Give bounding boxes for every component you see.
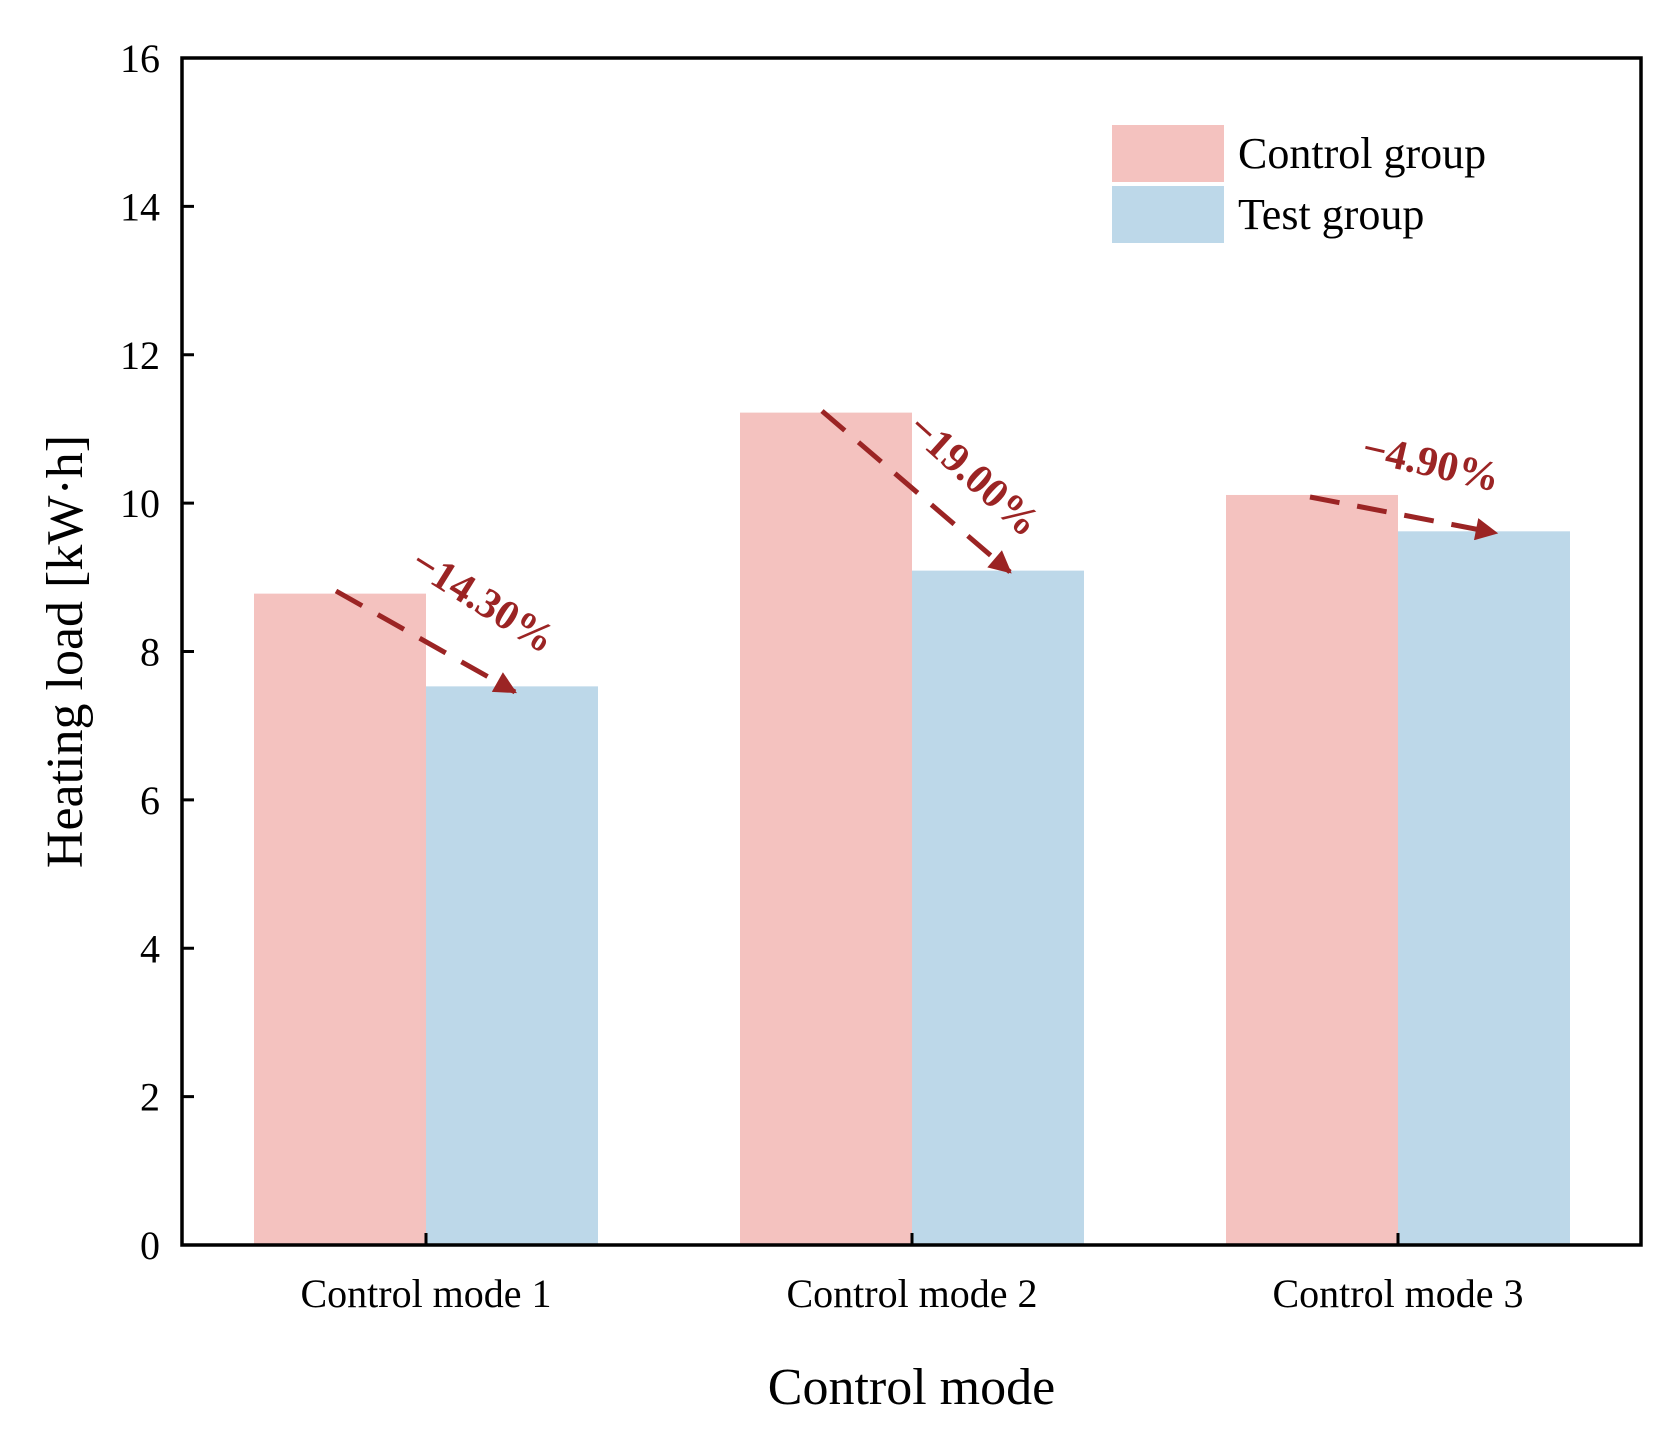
bars-layer [254, 412, 1570, 1246]
y-tick-label: 4 [140, 926, 160, 971]
y-tick-label: 14 [120, 184, 160, 229]
bar-test-group-mode-1 [426, 686, 598, 1245]
legend-swatch-test [1112, 186, 1224, 243]
legend: Control group Test group [1112, 125, 1486, 243]
y-tick-label: 10 [120, 481, 160, 526]
legend-label-test: Test group [1238, 190, 1424, 239]
bar-control-group-mode-2 [740, 412, 912, 1246]
legend-label-control: Control group [1238, 129, 1486, 178]
y-tick-label: 16 [120, 36, 160, 81]
x-tick-label: Control mode 3 [1272, 1271, 1523, 1316]
y-tick-label: 2 [140, 1075, 160, 1120]
x-axis-title: Control mode [768, 1359, 1055, 1416]
y-tick-label: 6 [140, 778, 160, 823]
legend-swatch-control [1112, 125, 1224, 182]
x-tick-label: Control mode 2 [786, 1271, 1037, 1316]
reduction-arrow-mode-3 [1309, 494, 1499, 541]
reduction-label-mode-2: −19.00% [899, 405, 1049, 547]
bar-control-group-mode-1 [254, 593, 426, 1245]
y-tick-label: 12 [120, 333, 160, 378]
bar-test-group-mode-3 [1398, 531, 1570, 1245]
x-axis: Control mode 1 Control mode 2 Control mode… [300, 1233, 1524, 1316]
x-tick-label: Control mode 1 [300, 1271, 551, 1316]
y-axis-title: Heating load [kW·h] [37, 435, 94, 868]
y-tick-label: 8 [140, 630, 160, 675]
reduction-label-mode-3: −4.90% [1358, 425, 1504, 501]
reduction-arrow-mode-1 [334, 588, 517, 695]
bar-test-group-mode-2 [912, 570, 1084, 1245]
y-tick-label: 0 [140, 1223, 160, 1268]
y-axis: 0 2 4 6 8 10 12 14 16 [120, 36, 194, 1268]
bar-control-group-mode-3 [1226, 494, 1398, 1246]
reduction-arrow-mode-2 [820, 409, 1012, 574]
